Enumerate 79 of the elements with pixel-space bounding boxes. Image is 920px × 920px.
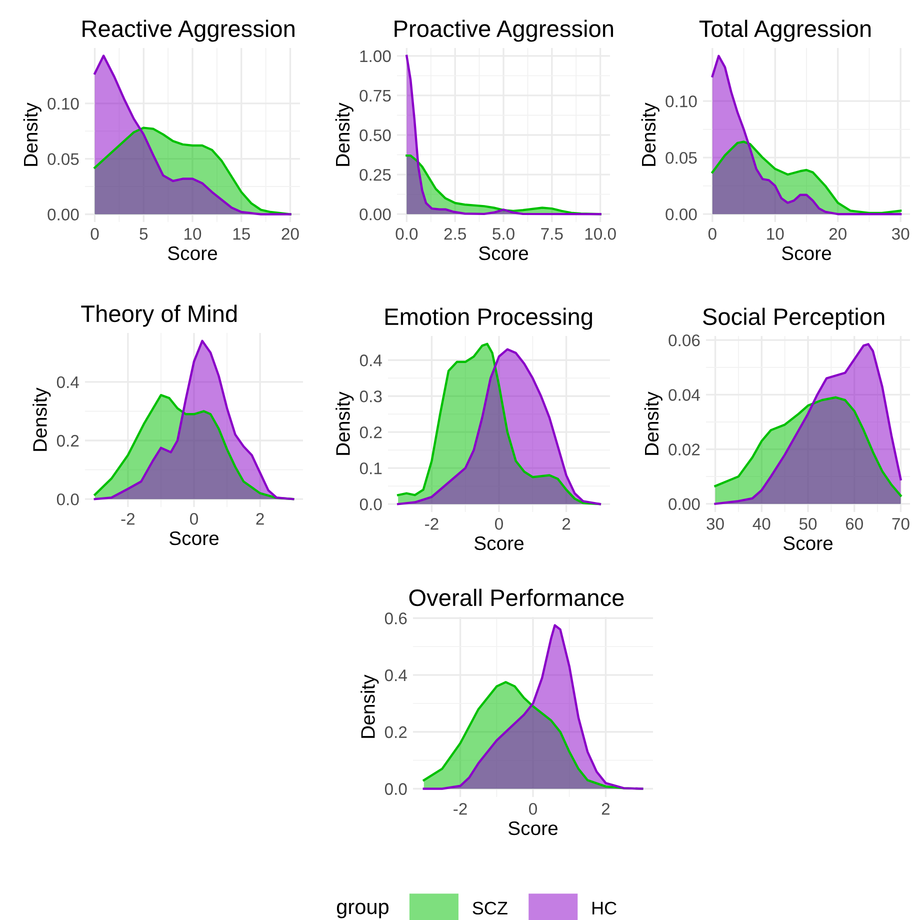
y-axis-title: Density <box>32 388 51 451</box>
y-tick-label: 0.2 <box>360 426 382 438</box>
y-tick-label: 0.2 <box>384 726 407 738</box>
x-tick-label: 20 <box>829 228 846 240</box>
legend-label: SCZ <box>472 902 508 915</box>
y-axis-title: Density <box>23 102 42 166</box>
chart-title: Overall Performance <box>409 588 624 606</box>
y-tick-label: 1.00 <box>360 50 391 62</box>
y-tick-label: 0.4 <box>56 376 79 388</box>
x-tick-label: 0.0 <box>396 228 418 240</box>
x-tick-label: 60 <box>846 518 863 530</box>
y-axis-title: Density <box>335 102 354 166</box>
x-axis-title: Score <box>169 531 219 546</box>
x-tick-label: 7.5 <box>541 228 563 240</box>
y-tick-label: 0.4 <box>360 354 382 366</box>
x-axis-title: Score <box>474 536 524 550</box>
x-tick-label: 2 <box>602 802 610 815</box>
chart-title: Social Perception <box>702 308 884 330</box>
x-tick-label: 20 <box>282 228 299 240</box>
y-tick-label: 0.10 <box>666 96 697 108</box>
y-tick-label: 0.2 <box>56 434 79 447</box>
x-axis-title: Score <box>508 821 558 836</box>
y-tick-label: 0.3 <box>360 390 382 402</box>
y-axis-title: Density <box>644 392 662 455</box>
y-tick-label: 0.0 <box>384 783 407 795</box>
x-tick-label: 40 <box>752 518 770 530</box>
x-tick-label: 5.0 <box>492 228 514 240</box>
x-axis-title: Score <box>782 246 832 260</box>
x-tick-label: 2 <box>256 512 264 525</box>
legend-title: group <box>336 902 389 918</box>
y-tick-label: 0.05 <box>666 152 697 164</box>
x-tick-label: 10 <box>184 228 202 240</box>
x-axis-title: Score <box>783 536 833 550</box>
x-tick-label: -2 <box>454 802 467 815</box>
y-tick-label: 0.04 <box>668 389 700 401</box>
x-tick-label: 30 <box>892 228 910 240</box>
x-tick-label: 0 <box>708 228 716 240</box>
x-tick-label: 2.5 <box>444 228 466 240</box>
chart-title: Total Aggression <box>699 20 871 42</box>
y-tick-label: 0.06 <box>668 334 700 346</box>
y-tick-label: 0.1 <box>360 462 382 474</box>
x-tick-label: 0 <box>495 518 503 530</box>
y-tick-label: 0.05 <box>48 153 79 166</box>
y-tick-label: 0.0 <box>56 493 79 506</box>
x-tick-label: 0 <box>529 802 537 815</box>
x-tick-label: 70 <box>892 518 910 530</box>
x-tick-label: 50 <box>799 518 817 530</box>
y-tick-label: 0.25 <box>360 168 391 181</box>
y-tick-label: 0.02 <box>668 444 700 456</box>
y-tick-label: 0.10 <box>48 98 79 110</box>
x-tick-label: 0 <box>190 512 198 525</box>
y-tick-label: 0.00 <box>48 208 79 220</box>
chart-title: Theory of Mind <box>81 304 237 327</box>
x-axis-title: Score <box>168 246 218 260</box>
x-tick-label: 30 <box>706 518 724 530</box>
x-tick-label: 15 <box>233 228 250 240</box>
y-axis-title: Density <box>641 102 660 166</box>
x-tick-label: -2 <box>121 512 135 525</box>
y-tick-label: 0.75 <box>360 90 391 102</box>
chart-title: Reactive Aggression <box>82 20 294 42</box>
x-tick-label: 0 <box>90 228 99 240</box>
x-tick-label: 5 <box>140 228 148 240</box>
x-tick-label: -2 <box>425 518 438 530</box>
y-tick-label: 0.00 <box>666 208 697 220</box>
y-tick-label: 0.6 <box>384 612 407 624</box>
chart-title: Emotion Processing <box>385 308 592 330</box>
y-axis-title: Density <box>360 674 379 738</box>
y-tick-label: 0.4 <box>384 669 407 682</box>
y-tick-label: 0.50 <box>360 129 391 142</box>
x-tick-label: 10 <box>767 228 784 240</box>
x-axis-title: Score <box>478 246 528 260</box>
y-tick-label: 0.00 <box>360 208 391 220</box>
x-tick-label: 10.0 <box>585 228 616 240</box>
y-axis-title: Density <box>336 392 354 455</box>
x-tick-label: 2 <box>562 518 570 530</box>
chart-title: Proactive Aggression <box>394 20 614 42</box>
y-tick-label: 0.0 <box>360 498 382 510</box>
y-tick-label: 0.00 <box>668 498 700 510</box>
legend-label: HC <box>592 902 616 915</box>
